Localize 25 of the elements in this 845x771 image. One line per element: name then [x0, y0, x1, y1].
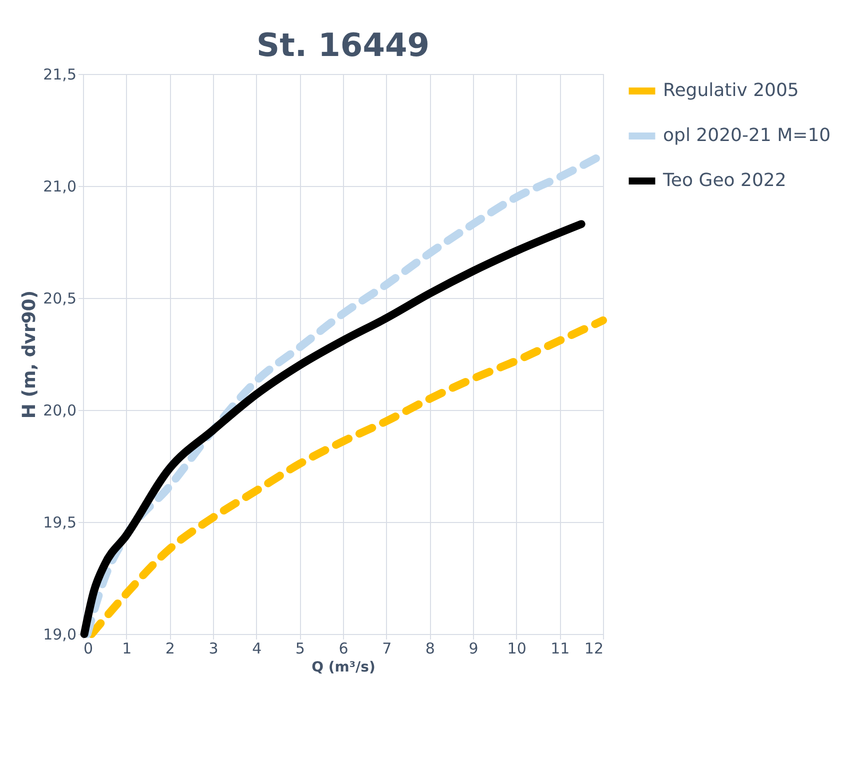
x-tick-label: 0	[84, 640, 94, 658]
x-tick-label: 6	[338, 640, 348, 658]
x-tick-label: 12	[584, 640, 604, 658]
x-tick-label: 3	[208, 640, 218, 658]
y-tick-label: 19,0	[43, 626, 76, 644]
y-tick-label: 21,0	[43, 178, 76, 196]
x-axis-title: Q (m³/s)	[312, 660, 376, 676]
legend-label: Regulativ 2005	[663, 80, 799, 101]
y-tick-label: 20,5	[43, 290, 76, 308]
legend-label: Teo Geo 2022	[662, 170, 786, 191]
x-tick-label: 1	[122, 640, 132, 658]
x-tick-label: 10	[507, 640, 526, 658]
x-tick-label: 4	[252, 640, 262, 658]
chart-title: St. 16449	[256, 26, 430, 64]
legend-label: opl 2020-21 M=10	[663, 125, 831, 146]
x-tick-label: 7	[382, 640, 392, 658]
y-tick-label: 21,5	[43, 66, 76, 84]
x-tick-label: 8	[425, 640, 435, 658]
y-axis-title: H (m, dvr90)	[19, 290, 40, 419]
x-tick-label: 2	[165, 640, 175, 658]
y-tick-label: 20,0	[43, 402, 76, 420]
x-tick-label: 9	[468, 640, 478, 658]
x-tick-label: 11	[550, 640, 570, 658]
x-tick-label: 5	[295, 640, 305, 658]
y-tick-label: 19,5	[43, 514, 76, 532]
